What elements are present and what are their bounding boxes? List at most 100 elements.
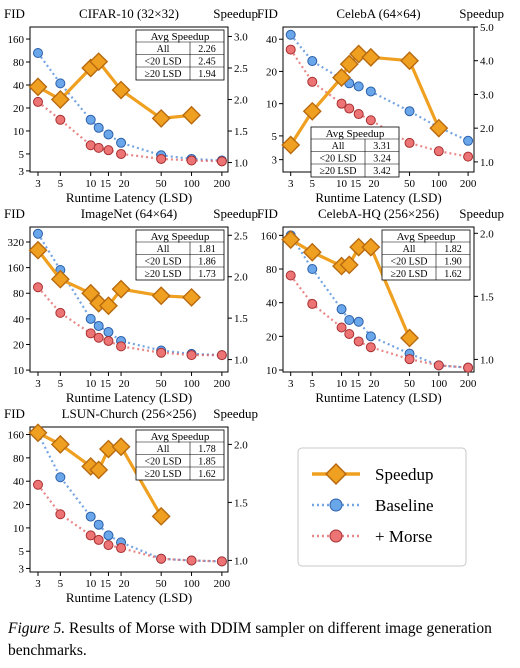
series-point xyxy=(103,145,114,156)
speedup-marker xyxy=(111,80,131,100)
legend-morse-label: + Morse xyxy=(375,527,432,546)
table-header: Avg Speedup xyxy=(151,31,210,43)
legend: Speedup Baseline + Morse xyxy=(297,447,467,567)
table-row-label: All xyxy=(157,244,170,255)
table-row-value: 3.42 xyxy=(373,166,391,177)
series-point xyxy=(186,350,197,361)
series-speedup xyxy=(28,52,202,128)
speedup-marker xyxy=(400,51,420,71)
series-point xyxy=(93,122,104,133)
y-tick-label: 20 xyxy=(266,331,278,343)
speedup-marker xyxy=(429,118,449,138)
series-point xyxy=(344,315,355,326)
series-point xyxy=(344,103,355,114)
series-point xyxy=(85,530,96,541)
series-point xyxy=(344,328,355,339)
table-row-label: ≥20 LSD xyxy=(320,166,357,177)
series-point xyxy=(85,511,96,522)
x-tick-label: 200 xyxy=(214,178,231,190)
speedup-marker xyxy=(339,255,359,275)
speedup-marker xyxy=(361,237,381,257)
y2-tick-label: 1.0 xyxy=(234,158,248,170)
series-point xyxy=(365,115,376,126)
table-frame xyxy=(135,229,225,281)
y-tick-label: 40 xyxy=(13,80,25,92)
table-row-label: <20 LSD xyxy=(144,257,181,268)
series-point xyxy=(336,98,347,109)
y-tick-label: 5 xyxy=(19,546,25,558)
speedup-marker xyxy=(361,47,381,67)
table-row-value: 2.45 xyxy=(198,57,216,68)
series-point xyxy=(103,327,114,338)
x-tick-label: 20 xyxy=(368,178,380,190)
y-tick-label: 3 xyxy=(19,563,25,575)
series-point xyxy=(365,331,376,342)
y2-tick-label: 1.0 xyxy=(480,157,494,169)
table-row-value: 1.86 xyxy=(198,257,216,268)
series-point xyxy=(365,86,376,97)
table-row-label: <20 LSD xyxy=(144,457,181,468)
x-tick-label: 100 xyxy=(183,178,200,190)
y-tick-label: 20 xyxy=(13,339,25,351)
series-point xyxy=(93,534,104,545)
x-tick-label: 5 xyxy=(58,378,64,390)
y2-tick-label: 2.0 xyxy=(480,228,494,240)
y2-tick-label: 1.5 xyxy=(234,497,248,509)
x-tick-label: 20 xyxy=(368,378,380,390)
y-axis-label: FID xyxy=(4,206,25,221)
x-tick-label: 10 xyxy=(336,178,348,190)
y-tick-label: 3 xyxy=(19,166,25,178)
y-tick-label: 20 xyxy=(266,66,278,78)
speedup-marker xyxy=(98,439,118,459)
series-point xyxy=(93,142,104,153)
y2-tick-label: 2.0 xyxy=(480,123,494,135)
legend-morse-marker xyxy=(329,529,343,543)
legend-baseline-marker xyxy=(329,498,343,512)
series-point xyxy=(32,96,43,107)
series-morse xyxy=(32,282,227,361)
speedup-marker xyxy=(151,108,171,128)
y-tick-label: 20 xyxy=(13,103,25,115)
speedup-marker xyxy=(332,68,352,88)
table-row-label: ≥20 LSD xyxy=(145,469,182,480)
speedup-marker xyxy=(28,77,48,97)
series-point xyxy=(156,553,167,564)
x-tick-label: 200 xyxy=(460,378,477,390)
series-point xyxy=(93,320,104,331)
speedup-marker xyxy=(28,423,48,443)
speedup-marker xyxy=(111,437,131,457)
speedup-marker xyxy=(151,506,171,526)
table-row-value: 1.94 xyxy=(198,69,216,80)
y2-tick-label: 1.0 xyxy=(234,555,248,567)
series-line xyxy=(37,484,222,563)
series-point xyxy=(353,109,364,120)
speedup-marker xyxy=(302,101,322,121)
series-point xyxy=(156,153,167,164)
speedup-marker xyxy=(89,52,109,72)
speedup-marker xyxy=(281,230,301,250)
series-morse xyxy=(32,96,227,167)
series-point xyxy=(93,332,104,343)
series-point xyxy=(336,304,347,315)
y2-tick-label: 2.0 xyxy=(234,439,248,451)
series-point xyxy=(93,519,104,530)
series-point xyxy=(85,328,96,339)
chart-title: CelebA-HQ (256×256) xyxy=(318,206,439,221)
series-point xyxy=(55,472,66,483)
speedup-marker xyxy=(50,269,70,289)
x-tick-label: 100 xyxy=(183,378,200,390)
series-speedup xyxy=(281,230,420,348)
series-point xyxy=(285,44,296,55)
x-tick-label: 50 xyxy=(156,178,168,190)
series-point xyxy=(463,135,474,146)
table-row-label: All xyxy=(403,244,416,255)
series-point xyxy=(55,78,66,89)
speedup-marker xyxy=(28,240,48,260)
x-tick-label: 200 xyxy=(214,578,231,590)
series-point xyxy=(55,307,66,318)
series-morse xyxy=(285,44,474,162)
table-row-value: 1.90 xyxy=(444,257,462,268)
